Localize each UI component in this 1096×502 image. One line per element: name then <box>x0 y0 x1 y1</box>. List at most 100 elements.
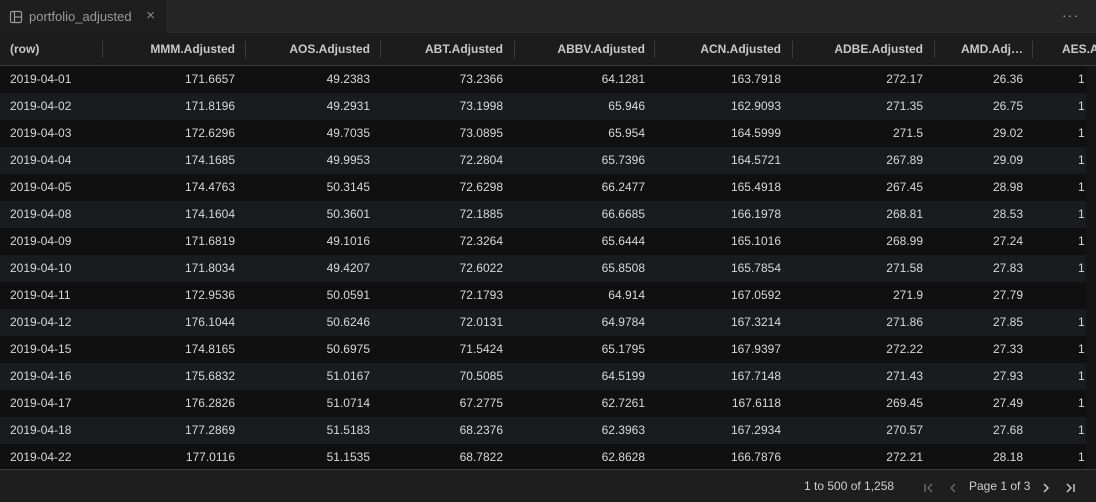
table-cell[interactable]: 72.0131 <box>459 315 503 329</box>
table-cell[interactable]: 267.45 <box>886 180 923 194</box>
column-divider[interactable] <box>1032 41 1033 58</box>
table-row[interactable]: 2019-04-11 172.9536 50.0591 72.1793 64.914 16… <box>0 282 1096 309</box>
next-page-icon[interactable] <box>1038 470 1054 502</box>
table-cell[interactable]: 50.6246 <box>326 315 370 329</box>
column-header[interactable]: ABBV.Adjusted <box>557 42 645 56</box>
row-label-cell[interactable]: 2019-04-01 <box>10 72 72 86</box>
table-row[interactable]: 2019-04-08 174.1604 50.3601 72.1885 66.6685 1… <box>0 201 1096 228</box>
table-cell[interactable]: 172.6296 <box>184 126 235 140</box>
table-row[interactable]: 2019-04-17 176.2826 51.0714 67.2775 62.7261 1… <box>0 390 1096 417</box>
table-cell[interactable]: 163.7918 <box>730 72 781 86</box>
table-cell[interactable]: 271.5 <box>892 126 923 140</box>
table-cell[interactable]: 49.4207 <box>326 261 370 275</box>
table-cell[interactable]: 165.4918 <box>730 180 781 194</box>
table-row[interactable]: 2019-04-16 175.6832 51.0167 70.5085 64.5199 1… <box>0 363 1096 390</box>
table-row[interactable]: 2019-04-03 172.6296 49.7035 73.0895 65.954 16… <box>0 120 1096 147</box>
table-cell[interactable]: 71.5424 <box>459 342 503 356</box>
row-label-cell[interactable]: 2019-04-18 <box>10 423 72 437</box>
table-row[interactable]: 2019-04-12 176.1044 50.6246 72.0131 64.9784 1… <box>0 309 1096 336</box>
table-cell[interactable]: 177.0116 <box>185 450 235 464</box>
table-cell[interactable]: 51.1535 <box>326 450 370 464</box>
table-cell[interactable]: 49.7035 <box>326 126 370 140</box>
table-cell[interactable]: 73.0895 <box>459 126 503 140</box>
table-cell[interactable]: 272.17 <box>886 72 923 86</box>
last-page-icon[interactable] <box>1062 470 1078 502</box>
table-cell[interactable]: 171.8034 <box>184 261 235 275</box>
row-label-cell[interactable]: 2019-04-12 <box>10 315 72 329</box>
table-cell[interactable]: 167.3214 <box>730 315 781 329</box>
table-cell[interactable]: 27.33 <box>992 342 1023 356</box>
row-label-cell[interactable]: 2019-04-16 <box>10 369 72 383</box>
table-cell[interactable]: 49.2931 <box>326 99 370 113</box>
table-cell[interactable]: 1 <box>1078 261 1085 275</box>
table-cell[interactable]: 1 <box>1078 396 1085 410</box>
table-cell[interactable]: 62.7261 <box>601 396 645 410</box>
table-cell[interactable]: 72.1793 <box>459 288 503 302</box>
table-cell[interactable]: 49.2383 <box>326 72 370 86</box>
table-cell[interactable]: 166.7876 <box>730 450 781 464</box>
table-cell[interactable]: 171.6819 <box>184 234 235 248</box>
table-cell[interactable]: 269.45 <box>886 396 923 410</box>
table-cell[interactable]: 66.6685 <box>601 207 645 221</box>
table-cell[interactable]: 172.9536 <box>184 288 235 302</box>
table-cell[interactable]: 73.1998 <box>459 99 503 113</box>
table-cell[interactable]: 164.5999 <box>730 126 781 140</box>
table-cell[interactable]: 271.86 <box>886 315 923 329</box>
table-cell[interactable]: 268.99 <box>886 234 923 248</box>
table-cell[interactable]: 70.5085 <box>459 369 503 383</box>
table-row[interactable]: 2019-04-04 174.1685 49.9953 72.2804 65.7396 1… <box>0 147 1096 174</box>
table-cell[interactable]: 64.9784 <box>601 315 645 329</box>
table-cell[interactable]: 1 <box>1078 315 1085 329</box>
first-page-icon[interactable] <box>921 470 937 502</box>
table-cell[interactable]: 50.3601 <box>326 207 370 221</box>
table-cell[interactable]: 29.02 <box>992 126 1023 140</box>
table-cell[interactable]: 271.35 <box>886 99 923 113</box>
table-cell[interactable]: 271.58 <box>886 261 923 275</box>
table-cell[interactable]: 174.1685 <box>184 153 235 167</box>
table-cell[interactable]: 270.57 <box>886 423 923 437</box>
table-cell[interactable]: 27.24 <box>992 234 1023 248</box>
table-row[interactable]: 2019-04-10 171.8034 49.4207 72.6022 65.8508 1… <box>0 255 1096 282</box>
table-cell[interactable]: 62.8628 <box>601 450 645 464</box>
column-header-row[interactable]: (row) <box>10 42 40 56</box>
table-cell[interactable]: 72.6022 <box>459 261 503 275</box>
table-cell[interactable]: 72.3264 <box>459 234 503 248</box>
row-label-cell[interactable]: 2019-04-15 <box>10 342 72 356</box>
table-cell[interactable]: 26.75 <box>992 99 1023 113</box>
table-cell[interactable]: 27.68 <box>992 423 1023 437</box>
table-cell[interactable]: 176.1044 <box>184 315 235 329</box>
table-cell[interactable]: 65.8508 <box>601 261 645 275</box>
table-cell[interactable]: 165.7854 <box>730 261 781 275</box>
table-row[interactable]: 2019-04-22 177.0116 51.1535 68.7822 62.8628 1… <box>0 444 1096 469</box>
column-header[interactable]: MMM.Adjusted <box>150 42 235 56</box>
table-cell[interactable]: 72.6298 <box>459 180 503 194</box>
row-label-cell[interactable]: 2019-04-02 <box>10 99 72 113</box>
table-cell[interactable]: 51.0714 <box>326 396 370 410</box>
row-label-cell[interactable]: 2019-04-22 <box>10 450 72 464</box>
column-header[interactable]: AES.A <box>1062 42 1096 56</box>
row-label-cell[interactable]: 2019-04-03 <box>10 126 72 140</box>
table-cell[interactable]: 1 <box>1078 342 1085 356</box>
table-cell[interactable]: 1 <box>1078 207 1085 221</box>
row-label-cell[interactable]: 2019-04-10 <box>10 261 72 275</box>
table-cell[interactable]: 64.914 <box>608 288 645 302</box>
table-cell[interactable]: 50.6975 <box>326 342 370 356</box>
table-row[interactable]: 2019-04-05 174.4763 50.3145 72.6298 66.2477 1… <box>0 174 1096 201</box>
table-cell[interactable]: 1 <box>1078 153 1085 167</box>
table-cell[interactable]: 1 <box>1078 234 1085 248</box>
table-cell[interactable]: 51.0167 <box>326 369 370 383</box>
table-cell[interactable]: 171.6657 <box>184 72 235 86</box>
column-divider[interactable] <box>792 41 793 58</box>
table-cell[interactable]: 162.9093 <box>730 99 781 113</box>
table-cell[interactable]: 171.8196 <box>184 99 235 113</box>
row-label-cell[interactable]: 2019-04-04 <box>10 153 72 167</box>
table-cell[interactable]: 27.49 <box>992 396 1023 410</box>
table-cell[interactable]: 1 <box>1078 450 1085 464</box>
table-cell[interactable]: 65.6444 <box>601 234 645 248</box>
table-cell[interactable]: 27.85 <box>992 315 1023 329</box>
table-cell[interactable]: 62.3963 <box>601 423 645 437</box>
table-cell[interactable]: 177.2869 <box>184 423 235 437</box>
column-header[interactable]: AMD.Adj… <box>961 42 1023 56</box>
column-divider[interactable] <box>514 41 515 58</box>
column-divider[interactable] <box>380 41 381 58</box>
